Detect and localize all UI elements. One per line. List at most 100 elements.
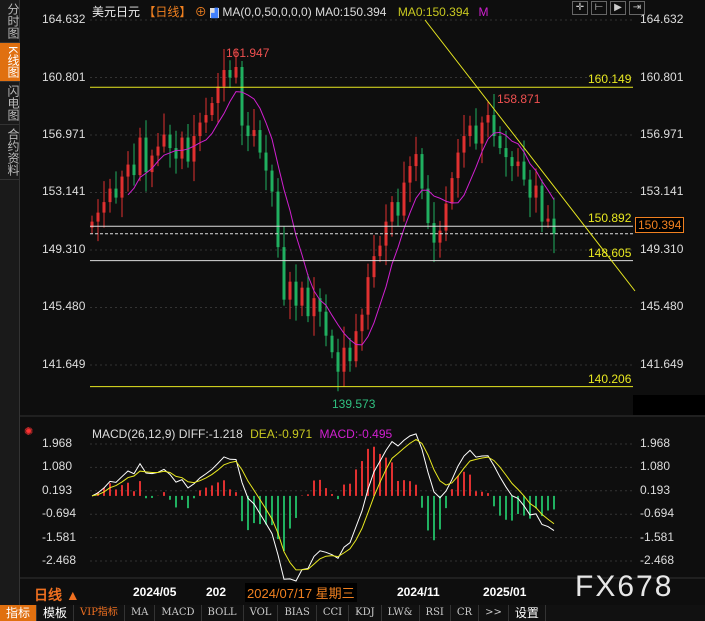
candle-body: [216, 86, 220, 104]
macd-tick-left: 0.193: [42, 482, 73, 497]
ma-line: [127, 91, 555, 346]
watermark-logo: FX678: [575, 570, 674, 603]
macd-tick-right: -1.581: [640, 529, 675, 544]
candle-body: [420, 154, 424, 189]
period-indicator[interactable]: 日线 ▲: [34, 587, 80, 603]
macd-tick-right: 1.080: [640, 459, 671, 474]
price-tick-left: 149.310: [42, 241, 86, 256]
candle-body: [282, 247, 286, 300]
price-tick-left: 164.632: [42, 12, 86, 26]
price-tick-right: 164.632: [640, 12, 684, 26]
toolbar-cci[interactable]: CCI: [317, 605, 350, 621]
high-annotation: 161.947: [226, 46, 270, 60]
toolbar-kdj[interactable]: KDJ: [349, 605, 382, 621]
candle-body: [258, 130, 262, 153]
candle-body: [228, 70, 232, 78]
candle-body: [396, 202, 400, 216]
candle-body: [480, 122, 484, 144]
tab-timeshare[interactable]: 分时图: [0, 0, 20, 43]
candle-body: [162, 134, 166, 147]
candle-body: [402, 182, 406, 216]
candle-body: [468, 125, 472, 137]
candle-body: [366, 277, 370, 315]
indicator-icon[interactable]: ▟: [210, 8, 219, 18]
crosshair-icon[interactable]: ⊕: [194, 5, 207, 19]
level-label: 140.206: [588, 371, 632, 386]
period-label[interactable]: 【日线】: [143, 5, 192, 19]
tab-contract-info[interactable]: 合约资料: [0, 125, 20, 181]
candle-body: [486, 115, 490, 123]
price-tick-right: 156.971: [640, 126, 684, 141]
toolbar-rsi[interactable]: RSI: [420, 605, 451, 621]
toolbar-cr[interactable]: CR: [451, 605, 480, 621]
candle-body: [330, 335, 334, 353]
candle-body: [300, 287, 304, 306]
toolbar-lw[interactable]: LW&: [382, 605, 420, 621]
toolbar-bias[interactable]: BIAS: [278, 605, 317, 621]
macd-settings-icon[interactable]: ✺: [24, 426, 34, 438]
toolbar-boll[interactable]: BOLL: [202, 605, 244, 621]
candle-body: [504, 148, 508, 158]
candle-body: [246, 125, 250, 137]
high-annotation: 158.871: [497, 92, 541, 106]
macd-tick-right: -2.468: [640, 552, 675, 567]
price-tick-left: 156.971: [42, 126, 86, 141]
macd-value: MACD:-0.495: [319, 427, 393, 441]
candle-body: [348, 347, 352, 362]
chart-tools: ✛ ⊢ ▶ ⇥: [572, 1, 645, 15]
toolbar-indicator[interactable]: 指标: [0, 605, 38, 621]
candle-body: [276, 191, 280, 248]
candle-body: [510, 157, 514, 167]
toolbar-vip[interactable]: VIP指标: [74, 605, 125, 621]
level-label: 160.149: [588, 72, 632, 87]
zoom-in-icon[interactable]: ⊢: [591, 1, 607, 15]
ma0-value: MA0:150.394: [315, 5, 387, 19]
candle-body: [462, 136, 466, 153]
symbol-name: 美元日元: [92, 5, 141, 19]
tab-kline[interactable]: K线图: [0, 43, 20, 83]
candle-body: [150, 155, 154, 173]
play-icon[interactable]: ▶: [610, 1, 626, 15]
dea-line: [91, 438, 555, 571]
candle-body: [114, 188, 118, 198]
toolbar-macd[interactable]: MACD: [155, 605, 202, 621]
candle-body: [498, 136, 502, 149]
macd-tick-left: 1.080: [42, 459, 73, 474]
scroll-end-icon[interactable]: ⇥: [629, 1, 645, 15]
candle-body: [120, 176, 124, 198]
candle-body: [270, 170, 274, 192]
candle-body: [312, 298, 316, 317]
candle-body: [444, 203, 448, 231]
candle-body: [108, 188, 112, 203]
macd-tick-left: -0.694: [42, 506, 77, 521]
toolbar-item[interactable]: 设置: [509, 605, 546, 621]
x-tick: 2025/01: [483, 585, 527, 599]
price-tick-right: 145.480: [640, 299, 684, 314]
candle-body: [180, 137, 184, 159]
candle-body: [144, 137, 148, 173]
diff-line: [91, 433, 555, 582]
price-tick-right: 149.310: [640, 241, 684, 256]
tab-flash[interactable]: 闪电图: [0, 82, 20, 126]
candle-body: [438, 230, 442, 243]
candle-body: [354, 331, 358, 362]
candle-body: [288, 281, 292, 300]
candle-body: [240, 67, 244, 126]
toolbar-item[interactable]: >>: [479, 605, 509, 621]
candle-body: [378, 245, 382, 257]
chart-area[interactable]: 美元日元 【日线】 ⊕ ▟ MA(0,0,50,0,0,0) MA0:150.3…: [20, 0, 705, 605]
price-tick-left: 145.480: [42, 299, 86, 314]
candle-body: [138, 137, 142, 176]
crosshair-tool-icon[interactable]: ✛: [572, 1, 588, 15]
toolbar-template[interactable]: 模板: [37, 605, 75, 621]
m-label: M: [478, 5, 489, 19]
candle-body: [90, 221, 94, 228]
indicator-toolbar: 指标 模板 VIP指标 MA MACD BOLL VOL BIAS CCI KDJ LW& RSI CR…: [0, 605, 705, 621]
candle-body: [456, 152, 460, 179]
macd-tick-left: -2.468: [42, 552, 77, 567]
trend-line: [424, 19, 636, 292]
candle-body: [222, 70, 226, 87]
toolbar-vol[interactable]: VOL: [244, 605, 279, 621]
toolbar-ma[interactable]: MA: [125, 605, 156, 621]
last-price-label: 150.394: [635, 216, 685, 233]
